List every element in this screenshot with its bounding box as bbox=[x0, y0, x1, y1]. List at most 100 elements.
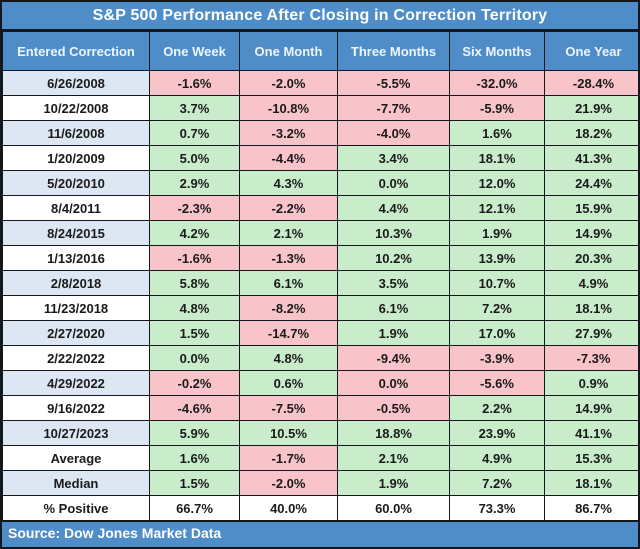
row-label: 11/6/2008 bbox=[2, 120, 150, 146]
value-cell: 18.1% bbox=[544, 295, 638, 321]
value-cell: 18.1% bbox=[544, 470, 638, 496]
row-label: 2/22/2022 bbox=[2, 345, 150, 371]
value-cell: 60.0% bbox=[337, 495, 450, 521]
col-header-six-months: Six Months bbox=[449, 31, 545, 71]
table-row: 11/23/2018 4.8% -8.2% 6.1% 7.2% 18.1% bbox=[2, 295, 638, 321]
value-cell: 18.8% bbox=[337, 420, 450, 446]
value-cell: 86.7% bbox=[544, 495, 638, 521]
value-cell: 5.9% bbox=[149, 420, 240, 446]
value-cell: -4.0% bbox=[337, 120, 450, 146]
value-cell: 1.5% bbox=[149, 320, 240, 346]
value-cell: 14.9% bbox=[544, 395, 638, 421]
row-label: 8/4/2011 bbox=[2, 195, 150, 221]
row-label: 5/20/2010 bbox=[2, 170, 150, 196]
value-cell: 12.0% bbox=[449, 170, 545, 196]
table-row: 8/24/2015 4.2% 2.1% 10.3% 1.9% 14.9% bbox=[2, 220, 638, 246]
value-cell: 4.9% bbox=[449, 445, 545, 471]
value-cell: -10.8% bbox=[239, 95, 338, 121]
value-cell: 5.8% bbox=[149, 270, 240, 296]
table-row: 4/29/2022 -0.2% 0.6% 0.0% -5.6% 0.9% bbox=[2, 370, 638, 396]
value-cell: 4.2% bbox=[149, 220, 240, 246]
summary-row-pct-positive: % Positive 66.7% 40.0% 60.0% 73.3% 86.7% bbox=[2, 495, 638, 521]
value-cell: -4.6% bbox=[149, 395, 240, 421]
row-label: Median bbox=[2, 470, 150, 496]
summary-row-median: Median 1.5% -2.0% 1.9% 7.2% 18.1% bbox=[2, 470, 638, 496]
value-cell: 17.0% bbox=[449, 320, 545, 346]
value-cell: 3.7% bbox=[149, 95, 240, 121]
value-cell: 4.8% bbox=[149, 295, 240, 321]
value-cell: 1.9% bbox=[337, 470, 450, 496]
value-cell: -32.0% bbox=[449, 70, 545, 96]
table-row: 2/27/2020 1.5% -14.7% 1.9% 17.0% 27.9% bbox=[2, 320, 638, 346]
value-cell: 3.5% bbox=[337, 270, 450, 296]
table-row: 10/27/2023 5.9% 10.5% 18.8% 23.9% 41.1% bbox=[2, 420, 638, 446]
value-cell: 18.1% bbox=[449, 145, 545, 171]
col-header-entered-correction: Entered Correction bbox=[2, 31, 150, 71]
row-label: 9/16/2022 bbox=[2, 395, 150, 421]
col-header-one-month: One Month bbox=[239, 31, 338, 71]
value-cell: 2.9% bbox=[149, 170, 240, 196]
value-cell: 10.5% bbox=[239, 420, 338, 446]
value-cell: 4.4% bbox=[337, 195, 450, 221]
value-cell: 41.3% bbox=[544, 145, 638, 171]
table-row: 5/20/2010 2.9% 4.3% 0.0% 12.0% 24.4% bbox=[2, 170, 638, 196]
value-cell: -7.5% bbox=[239, 395, 338, 421]
value-cell: -4.4% bbox=[239, 145, 338, 171]
table-row: 2/8/2018 5.8% 6.1% 3.5% 10.7% 4.9% bbox=[2, 270, 638, 296]
row-label: 1/13/2016 bbox=[2, 245, 150, 271]
value-cell: 0.0% bbox=[149, 345, 240, 371]
value-cell: -14.7% bbox=[239, 320, 338, 346]
row-label: 2/8/2018 bbox=[2, 270, 150, 296]
table-row: 11/6/2008 0.7% -3.2% -4.0% 1.6% 18.2% bbox=[2, 120, 638, 146]
value-cell: -1.6% bbox=[149, 245, 240, 271]
table-row: 1/13/2016 -1.6% -1.3% 10.2% 13.9% 20.3% bbox=[2, 245, 638, 271]
value-cell: -7.3% bbox=[544, 345, 638, 371]
summary-row-average: Average 1.6% -1.7% 2.1% 4.9% 15.3% bbox=[2, 445, 638, 471]
value-cell: -5.5% bbox=[337, 70, 450, 96]
table-row: 8/4/2011 -2.3% -2.2% 4.4% 12.1% 15.9% bbox=[2, 195, 638, 221]
value-cell: 1.9% bbox=[337, 320, 450, 346]
value-cell: -2.0% bbox=[239, 470, 338, 496]
header-row: Entered Correction One Week One Month Th… bbox=[2, 31, 638, 71]
value-cell: 20.3% bbox=[544, 245, 638, 271]
value-cell: 73.3% bbox=[449, 495, 545, 521]
value-cell: -2.3% bbox=[149, 195, 240, 221]
table-row: 10/22/2008 3.7% -10.8% -7.7% -5.9% 21.9% bbox=[2, 95, 638, 121]
table-row: 6/26/2008 -1.6% -2.0% -5.5% -32.0% -28.4… bbox=[2, 70, 638, 96]
value-cell: 5.0% bbox=[149, 145, 240, 171]
row-label: 6/26/2008 bbox=[2, 70, 150, 96]
row-label: Average bbox=[2, 445, 150, 471]
value-cell: 10.7% bbox=[449, 270, 545, 296]
value-cell: -2.0% bbox=[239, 70, 338, 96]
value-cell: -5.6% bbox=[449, 370, 545, 396]
source-attribution: Source: Dow Jones Market Data bbox=[2, 521, 638, 544]
value-cell: 40.0% bbox=[239, 495, 338, 521]
value-cell: 0.7% bbox=[149, 120, 240, 146]
value-cell: 15.9% bbox=[544, 195, 638, 221]
value-cell: 7.2% bbox=[449, 470, 545, 496]
value-cell: 2.1% bbox=[239, 220, 338, 246]
value-cell: -5.9% bbox=[449, 95, 545, 121]
value-cell: 1.5% bbox=[149, 470, 240, 496]
value-cell: -2.2% bbox=[239, 195, 338, 221]
value-cell: 24.4% bbox=[544, 170, 638, 196]
value-cell: 3.4% bbox=[337, 145, 450, 171]
value-cell: -0.5% bbox=[337, 395, 450, 421]
col-header-one-week: One Week bbox=[149, 31, 240, 71]
value-cell: 18.2% bbox=[544, 120, 638, 146]
value-cell: 10.2% bbox=[337, 245, 450, 271]
value-cell: 7.2% bbox=[449, 295, 545, 321]
value-cell: -1.3% bbox=[239, 245, 338, 271]
value-cell: 2.1% bbox=[337, 445, 450, 471]
value-cell: 1.6% bbox=[449, 120, 545, 146]
value-cell: 1.9% bbox=[449, 220, 545, 246]
value-cell: 23.9% bbox=[449, 420, 545, 446]
row-label: 10/27/2023 bbox=[2, 420, 150, 446]
value-cell: -8.2% bbox=[239, 295, 338, 321]
table-row: 9/16/2022 -4.6% -7.5% -0.5% 2.2% 14.9% bbox=[2, 395, 638, 421]
performance-table: Entered Correction One Week One Month Th… bbox=[2, 31, 638, 521]
value-cell: 6.1% bbox=[239, 270, 338, 296]
value-cell: 27.9% bbox=[544, 320, 638, 346]
col-header-one-year: One Year bbox=[544, 31, 638, 71]
